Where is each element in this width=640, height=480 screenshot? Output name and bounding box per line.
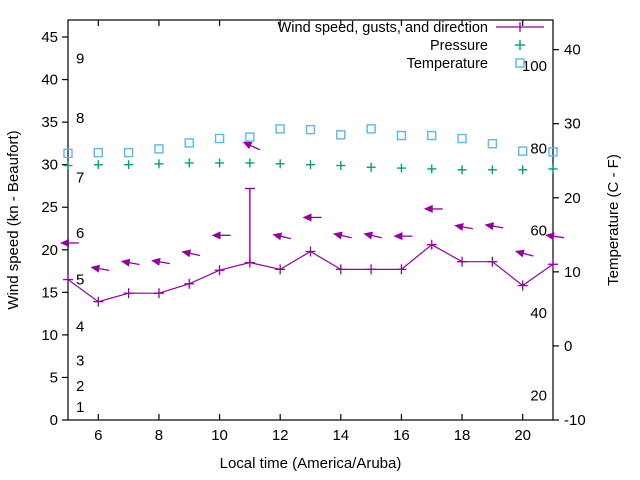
x-axis-label: 8 xyxy=(155,427,163,444)
y-axis-title-left: Wind speed (kn - Beaufort) xyxy=(5,130,22,309)
legend-label-wind: Wind speed, gusts, and direction xyxy=(278,20,488,36)
legend-label-pressure: Pressure xyxy=(430,38,488,54)
temperature-marker xyxy=(487,139,498,149)
beaufort-scale-label: 1 xyxy=(76,399,84,416)
beaufort-scale-label: 8 xyxy=(76,110,84,127)
wind-direction-arrow xyxy=(151,257,170,266)
y-axis-label-celsius: 20 xyxy=(564,190,581,207)
fahrenheit-scale-label: 60 xyxy=(530,223,547,240)
y-axis-label-knots: 40 xyxy=(41,72,58,89)
legend-sample-temperature xyxy=(515,58,525,68)
beaufort-scale-label: 3 xyxy=(76,352,84,369)
wind-direction-arrow xyxy=(484,222,504,231)
wind-direction-arrow xyxy=(272,232,292,241)
x-axis-label: 6 xyxy=(94,427,102,444)
fahrenheit-scale-label: 80 xyxy=(530,140,547,157)
beaufort-scale-label: 7 xyxy=(76,169,84,186)
beaufort-scale-label: 2 xyxy=(76,378,84,395)
x-axis-label: 12 xyxy=(272,427,289,444)
legend-label-temperature: Temperature xyxy=(407,56,488,72)
temperature-marker xyxy=(366,124,376,134)
y-axis-label-celsius: -10 xyxy=(564,412,586,429)
fahrenheit-scale-label: 100 xyxy=(522,58,547,75)
temperature-marker xyxy=(305,124,316,135)
wind-direction-arrow xyxy=(60,238,79,247)
y-axis-label-knots: 5 xyxy=(50,369,58,386)
temperature-marker xyxy=(93,147,104,158)
y-axis-label-celsius: 30 xyxy=(564,116,581,133)
x-axis-label: 18 xyxy=(454,427,471,444)
temperature-marker xyxy=(154,144,164,154)
y-axis-title-right: Temperature (C - F) xyxy=(605,154,622,286)
wind-direction-arrow xyxy=(90,264,110,273)
temperature-marker xyxy=(184,138,194,148)
x-axis-label: 10 xyxy=(211,427,228,444)
x-axis-title: Local time (America/Aruba) xyxy=(220,455,402,472)
wind-direction-arrow xyxy=(211,231,231,240)
y-axis-label-celsius: 10 xyxy=(564,264,581,281)
fahrenheit-scale-label: 20 xyxy=(530,387,547,404)
y-axis-label-knots: 45 xyxy=(41,29,58,46)
temperature-marker xyxy=(427,130,437,141)
wind-direction-arrow xyxy=(363,231,382,240)
temperature-marker xyxy=(396,130,407,141)
wind-direction-arrow xyxy=(242,141,261,151)
wind-direction-arrow xyxy=(393,232,413,241)
beaufort-scale-label: 6 xyxy=(76,225,84,242)
y-axis-label-knots: 25 xyxy=(41,199,58,216)
x-axis-label: 16 xyxy=(393,427,410,444)
temperature-marker xyxy=(548,147,558,157)
x-axis-label: 20 xyxy=(514,427,531,444)
temperature-marker xyxy=(517,146,528,156)
temperature-marker xyxy=(214,133,225,144)
fahrenheit-scale-label: 40 xyxy=(530,305,547,322)
beaufort-scale-label: 9 xyxy=(76,50,84,67)
y-axis-label-knots: 35 xyxy=(41,114,58,131)
beaufort-scale-label: 4 xyxy=(76,318,84,335)
temperature-marker xyxy=(245,132,255,142)
wind-direction-arrow xyxy=(181,249,201,258)
temperature-marker xyxy=(275,124,285,134)
wind-direction-arrow xyxy=(302,213,322,222)
y-axis-label-knots: 30 xyxy=(41,157,58,174)
wind-direction-arrow xyxy=(120,258,140,267)
wind-direction-arrow xyxy=(545,232,564,241)
y-axis-label-knots: 15 xyxy=(41,284,58,301)
wind-direction-arrow xyxy=(333,231,352,240)
y-axis-label-knots: 20 xyxy=(41,242,58,259)
y-axis-label-celsius: 0 xyxy=(564,338,572,355)
wind-direction-arrow xyxy=(514,249,534,258)
beaufort-scale-label: 5 xyxy=(76,272,84,289)
y-axis-label-celsius: 40 xyxy=(564,42,581,59)
temperature-marker xyxy=(457,133,467,144)
wind-direction-arrow xyxy=(423,204,443,213)
temperature-marker xyxy=(123,147,134,158)
temperature-marker xyxy=(63,148,73,159)
y-axis-label-knots: 10 xyxy=(41,327,58,344)
temperature-marker xyxy=(336,130,346,140)
wind-direction-arrow xyxy=(454,223,474,231)
plot-frame xyxy=(67,19,554,421)
y-axis-label-knots: 0 xyxy=(50,412,58,429)
x-axis-label: 14 xyxy=(332,427,349,444)
